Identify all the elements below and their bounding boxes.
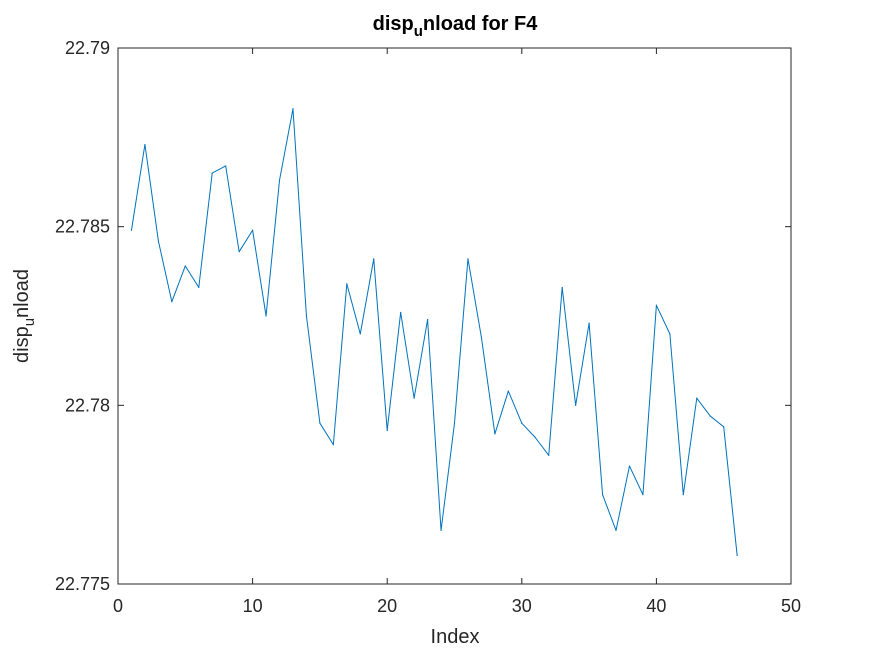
data-point: [440, 529, 442, 532]
data-point: [373, 258, 375, 260]
data-point: [642, 494, 644, 496]
data-point: [157, 240, 159, 242]
y-axis: 22.775 22.78 22.785 22.79: [55, 38, 791, 594]
x-tick-label: 0: [113, 596, 123, 616]
x-tick-label: 50: [781, 596, 801, 616]
y-tick-label: 22.775: [55, 574, 110, 594]
data-point: [480, 336, 483, 339]
x-tick-label: 40: [646, 596, 666, 616]
data-point: [561, 286, 563, 289]
x-tick-label: 10: [243, 596, 263, 616]
data-point: [265, 315, 267, 317]
data-point: [534, 436, 536, 439]
data-point: [252, 229, 254, 231]
data-point: [184, 265, 186, 267]
data-point: [601, 494, 604, 496]
data-point: [669, 333, 671, 335]
data-point: [426, 318, 429, 321]
data-point: [130, 229, 133, 231]
y-tick-label: 22.78: [65, 395, 110, 415]
chart-title: dispunload for F4: [373, 13, 539, 40]
data-point: [386, 429, 388, 431]
y-tick-label: 22.79: [65, 38, 110, 58]
data-point: [628, 465, 631, 467]
x-axis: 0 10 20 30 40 50: [113, 48, 801, 616]
data-point: [211, 172, 213, 174]
data-point: [171, 301, 173, 303]
data-point: [575, 404, 577, 406]
data-point: [413, 397, 415, 399]
data-point: [655, 304, 658, 306]
data-point: [359, 333, 361, 335]
data-point: [346, 283, 348, 285]
data-point: [615, 529, 617, 532]
plot-area: [118, 48, 791, 584]
data-point: [723, 426, 725, 428]
data-point: [305, 315, 308, 317]
data-point: [682, 494, 684, 496]
data-point: [494, 433, 496, 435]
data-point: [198, 286, 200, 289]
data-point: [400, 311, 402, 314]
data-point: [292, 108, 294, 110]
y-tick-label: 22.785: [55, 217, 110, 237]
plot-marks: [130, 108, 738, 557]
data-point: [225, 165, 227, 167]
data-point: [736, 554, 738, 557]
x-tick-label: 30: [512, 596, 532, 616]
x-tick-label: 20: [377, 596, 397, 616]
data-point: [588, 322, 590, 324]
data-point: [521, 422, 523, 424]
y-axis-label: dispunload: [11, 269, 38, 363]
data-point: [144, 143, 146, 146]
data-point: [467, 258, 469, 260]
data-point: [332, 444, 334, 446]
x-axis-label: Index: [431, 626, 480, 648]
axes-box: [117, 47, 792, 585]
data-point: [548, 454, 550, 456]
data-point: [238, 251, 240, 253]
data-point: [319, 422, 321, 424]
data-point: [507, 390, 509, 392]
data-point: [453, 422, 456, 424]
data-point: [278, 179, 281, 181]
series-line: [130, 108, 738, 556]
data-point: [709, 415, 711, 417]
data-point: [696, 397, 698, 399]
